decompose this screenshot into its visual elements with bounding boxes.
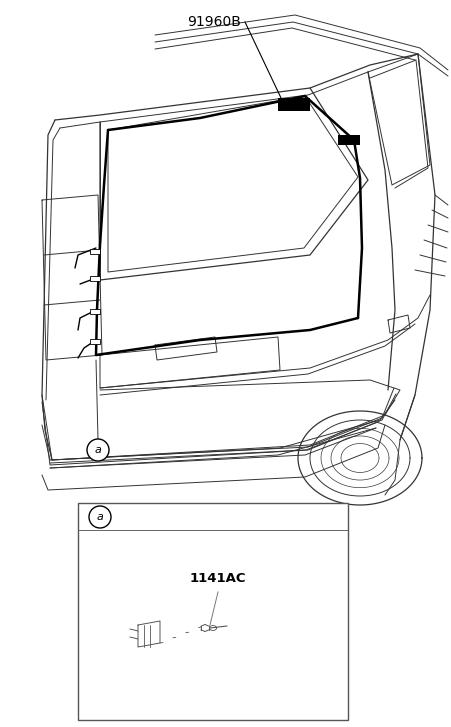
Text: a: a <box>97 512 103 522</box>
Bar <box>90 309 100 314</box>
Bar <box>90 276 100 281</box>
Bar <box>90 339 100 344</box>
Circle shape <box>89 506 111 528</box>
Text: 1141AC: 1141AC <box>189 571 246 585</box>
Text: 91960B: 91960B <box>187 15 240 29</box>
Bar <box>78 503 347 720</box>
Bar <box>277 98 309 111</box>
Bar <box>337 135 359 145</box>
Bar <box>90 249 100 254</box>
Circle shape <box>87 439 109 461</box>
Text: a: a <box>94 445 101 455</box>
